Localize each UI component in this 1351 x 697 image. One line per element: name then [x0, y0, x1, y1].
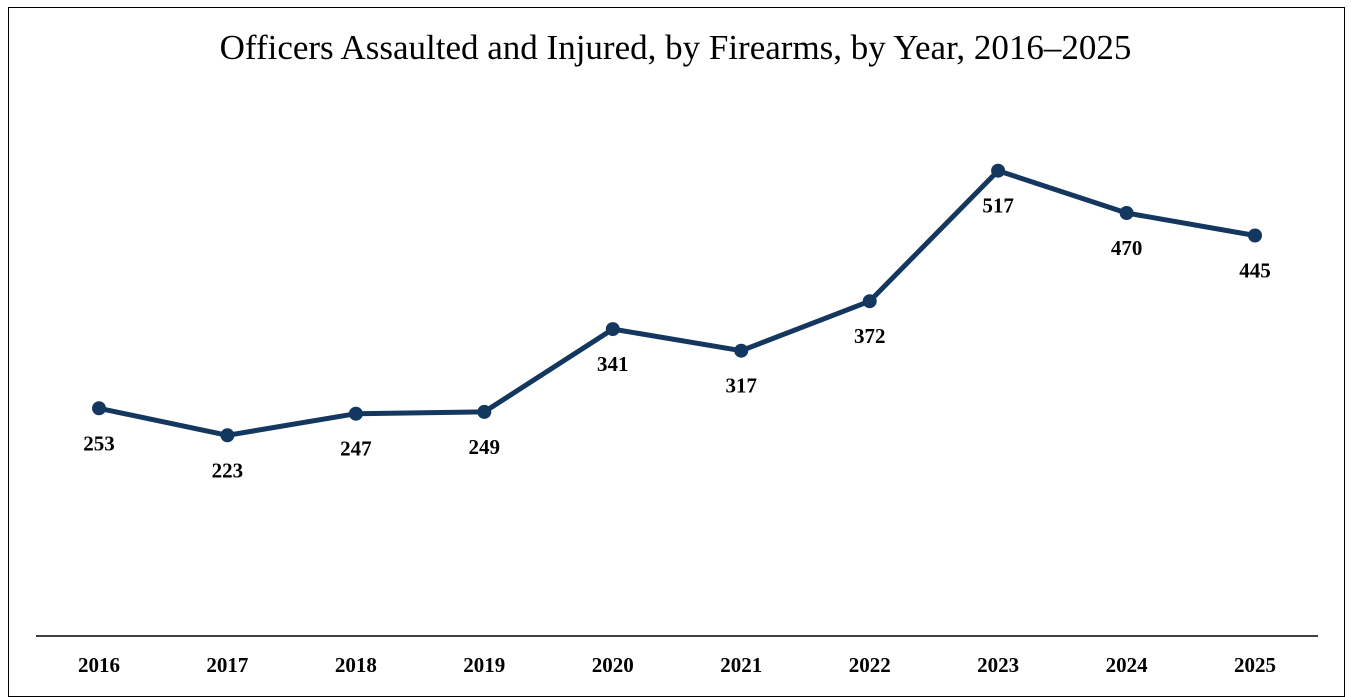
series-layer — [96, 168, 1258, 438]
x-tick-label-2017: 2017 — [206, 653, 248, 677]
x-tick-label-2023: 2023 — [977, 653, 1019, 677]
points-layer — [92, 163, 1262, 443]
chart-frame — [8, 7, 1345, 697]
data-point-2019 — [477, 404, 492, 419]
x-tick-label-2020: 2020 — [592, 653, 634, 677]
data-label-2024: 470 — [1111, 236, 1143, 260]
data-label-2020: 341 — [597, 352, 629, 376]
data-label-2017: 223 — [212, 458, 244, 482]
data-label-2016: 253 — [83, 431, 115, 455]
data-point-2016 — [92, 401, 106, 416]
data-label-2025: 445 — [1239, 259, 1271, 283]
data-labels-layer: 253 223 247 249 341 317 372 517 470 445 — [83, 194, 1271, 483]
x-tick-label-2018: 2018 — [335, 653, 377, 677]
data-point-2018 — [348, 406, 363, 421]
x-tick-label-2022: 2022 — [849, 653, 891, 677]
data-label-2019: 249 — [469, 435, 501, 459]
x-tick-label-2021: 2021 — [720, 653, 762, 677]
data-point-2021 — [734, 343, 749, 358]
x-tick-label-2016: 2016 — [78, 653, 120, 677]
x-tick-label-2019: 2019 — [463, 653, 505, 677]
chart-title: Officers Assaulted and Injured, by Firea… — [219, 28, 1132, 67]
x-tick-labels-layer: 2016 2017 2018 2019 2020 2021 2022 2023 2024 2025 — [78, 653, 1276, 677]
data-label-2021: 317 — [725, 374, 757, 398]
data-label-2022: 372 — [854, 324, 886, 348]
data-point-2017 — [220, 428, 235, 443]
data-label-2023: 517 — [982, 194, 1014, 218]
data-point-2024 — [1119, 206, 1134, 220]
data-label-2018: 247 — [340, 437, 372, 461]
x-tick-label-2025: 2025 — [1234, 653, 1276, 677]
data-point-2023 — [991, 163, 1006, 178]
series-line — [96, 168, 1258, 438]
data-point-2025 — [1248, 228, 1262, 243]
data-point-2022 — [862, 294, 877, 309]
x-tick-label-2024: 2024 — [1106, 653, 1149, 677]
data-point-2020 — [605, 322, 620, 337]
